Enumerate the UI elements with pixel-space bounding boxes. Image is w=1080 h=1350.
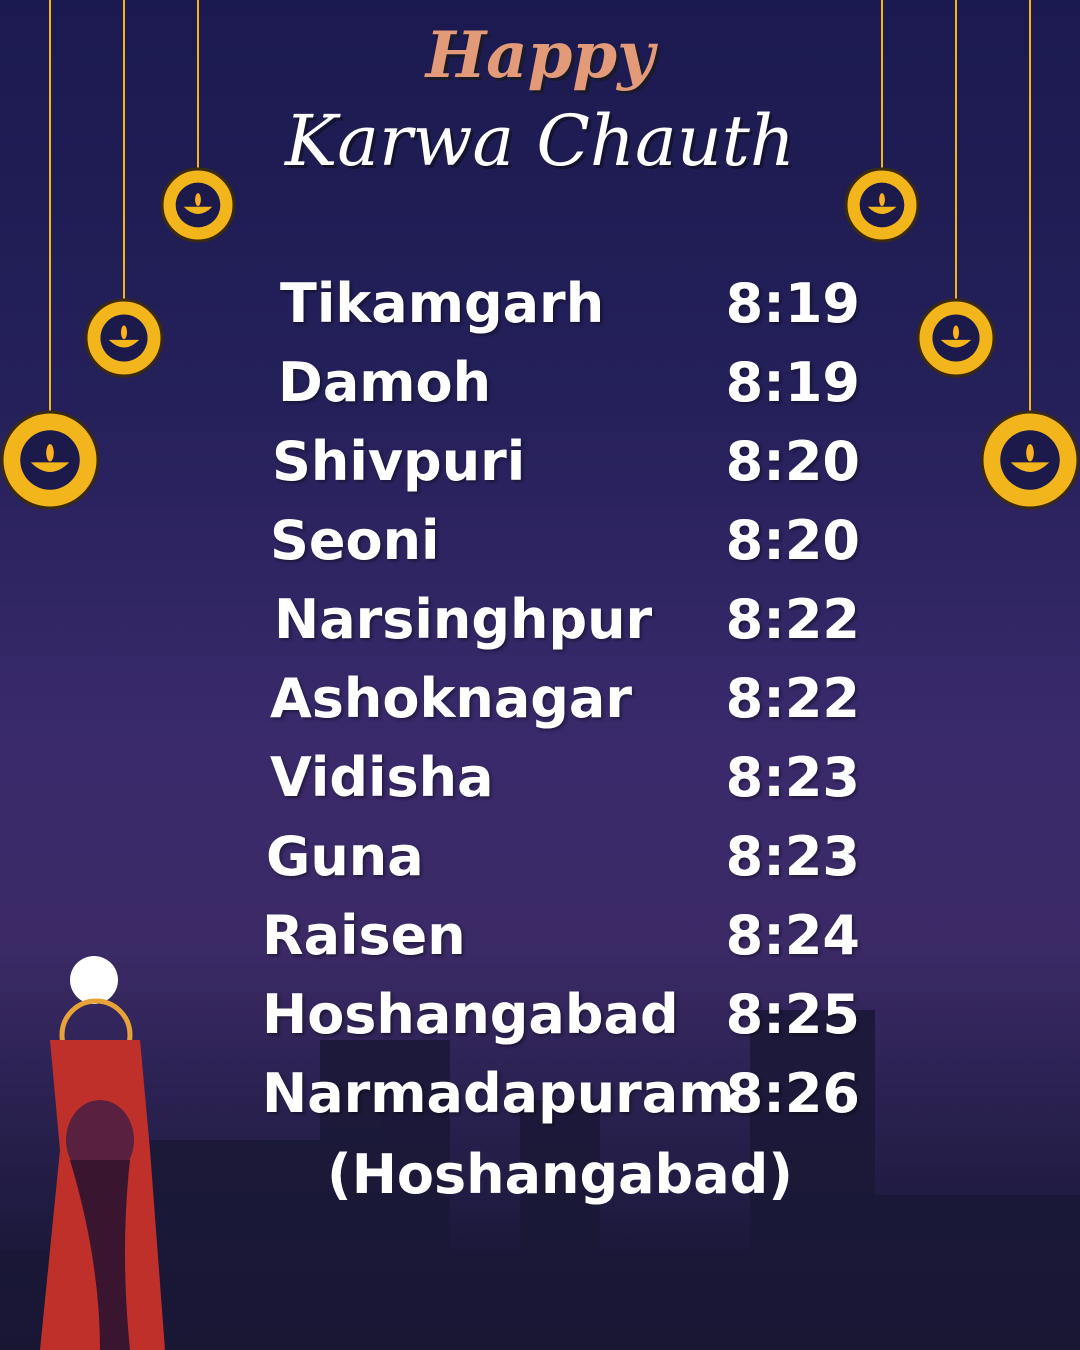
woman-with-sieve-illustration [40,956,165,1350]
last-row-subtitle: (Hoshangabad) [327,1143,793,1206]
moonrise-time: 8:19 [725,351,860,414]
diya-flower-icon [916,298,996,378]
moonrise-time: 8:23 [725,825,860,888]
city-name: Raisen [262,904,466,967]
timing-row: Raisen 8:24 [262,904,860,974]
timing-row: Guna 8:23 [266,825,860,895]
moonrise-time: 8:23 [725,746,860,809]
title-karwa-chauth: Karwa Chauth [284,100,796,182]
timing-row: Shivpuri 8:20 [272,430,860,500]
city-name: Vidisha [270,746,494,809]
hanging-chain-icon [49,0,1031,420]
timing-row: Narmadapuram 8:26 [262,1062,860,1132]
timing-row: Ashoknagar 8:22 [270,667,860,737]
timing-row: Narsinghpur 8:22 [274,588,860,658]
city-skyline-silhouette [0,1010,1080,1350]
diya-flower-icon [160,167,236,243]
diya-flower-icon [0,167,1080,510]
timing-row: Vidisha 8:23 [270,746,860,816]
diya-flower-icon [980,410,1080,510]
moonrise-time: 8:20 [725,509,860,572]
moonrise-time: 8:26 [725,1062,860,1125]
moon-icon [70,956,118,1004]
title-happy: Happy [425,18,655,93]
city-name: Tikamgarh [280,272,605,335]
moonrise-time: 8:25 [725,983,860,1046]
moonrise-time: 8:22 [725,588,860,651]
timing-row: Damoh 8:19 [278,351,860,421]
timing-row: Hoshangabad 8:25 [262,983,860,1053]
city-name: Damoh [278,351,492,414]
diya-flower-icon [844,167,920,243]
moonrise-time: 8:24 [725,904,860,967]
moonrise-time: 8:22 [725,667,860,730]
city-name: Guna [266,825,424,888]
city-name: Narmadapuram [262,1062,735,1125]
moonrise-time: 8:20 [725,430,860,493]
timing-row: Tikamgarh 8:19 [280,272,860,342]
city-name: Ashoknagar [270,667,632,730]
city-name: Narsinghpur [274,588,653,651]
city-name: Hoshangabad [262,983,679,1046]
diya-flower-icon [84,298,164,378]
city-name: Shivpuri [272,430,526,493]
moonrise-time: 8:19 [725,272,860,335]
diya-flower-icon [0,410,100,510]
city-name: Seoni [270,509,440,572]
timing-row: Seoni 8:20 [270,509,860,579]
